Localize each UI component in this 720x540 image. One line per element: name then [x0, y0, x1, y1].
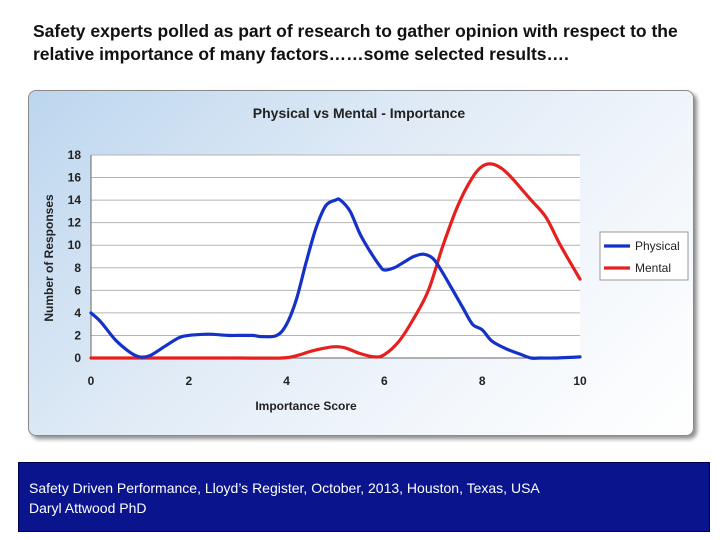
y-tick-label: 4 [74, 306, 81, 320]
footer-citation: Safety Driven Performance, Lloyd’s Regis… [29, 480, 540, 496]
y-axis-label: Number of Responses [42, 194, 56, 322]
x-axis-label: Importance Score [255, 399, 357, 413]
slide-title: Safety experts polled as part of researc… [33, 21, 678, 64]
y-tick-label: 0 [74, 351, 81, 365]
series-line-physical [89, 197, 582, 360]
legend-box [599, 231, 689, 281]
plot-area [91, 155, 580, 358]
x-tick-label: 0 [88, 374, 95, 388]
legend-label-mental: Mental [635, 261, 671, 275]
y-tick-label: 18 [68, 148, 82, 162]
footer-banner: Safety Driven Performance, Lloyd’s Regis… [18, 462, 710, 532]
x-tick-label: 10 [573, 374, 587, 388]
y-tick-label: 8 [74, 261, 81, 275]
y-tick-label: 6 [74, 283, 81, 297]
chart-title: Physical vs Mental - Importance [253, 105, 466, 121]
chart-legend: Physical Mental [599, 231, 689, 281]
x-tick-label: 8 [479, 374, 486, 388]
y-tick-label: 10 [68, 238, 82, 252]
x-tick-label: 2 [185, 374, 192, 388]
x-tick-label: 6 [381, 374, 388, 388]
series-line-mental [89, 162, 582, 360]
legend-label-physical: Physical [635, 239, 680, 253]
footer-author: Daryl Attwood PhD [29, 500, 147, 516]
chart-panel: Physical vs Mental - Importance 0 2 4 6 8 10 1… [28, 90, 694, 436]
x-tick-label: 4 [283, 374, 290, 388]
line-chart: Physical vs Mental - Importance 0 2 4 6 8 10 1… [42, 105, 689, 413]
y-tick-label: 14 [68, 193, 82, 207]
y-tick-label: 16 [68, 171, 82, 185]
y-tick-label: 12 [68, 216, 82, 230]
y-tick-label: 2 [74, 328, 81, 342]
